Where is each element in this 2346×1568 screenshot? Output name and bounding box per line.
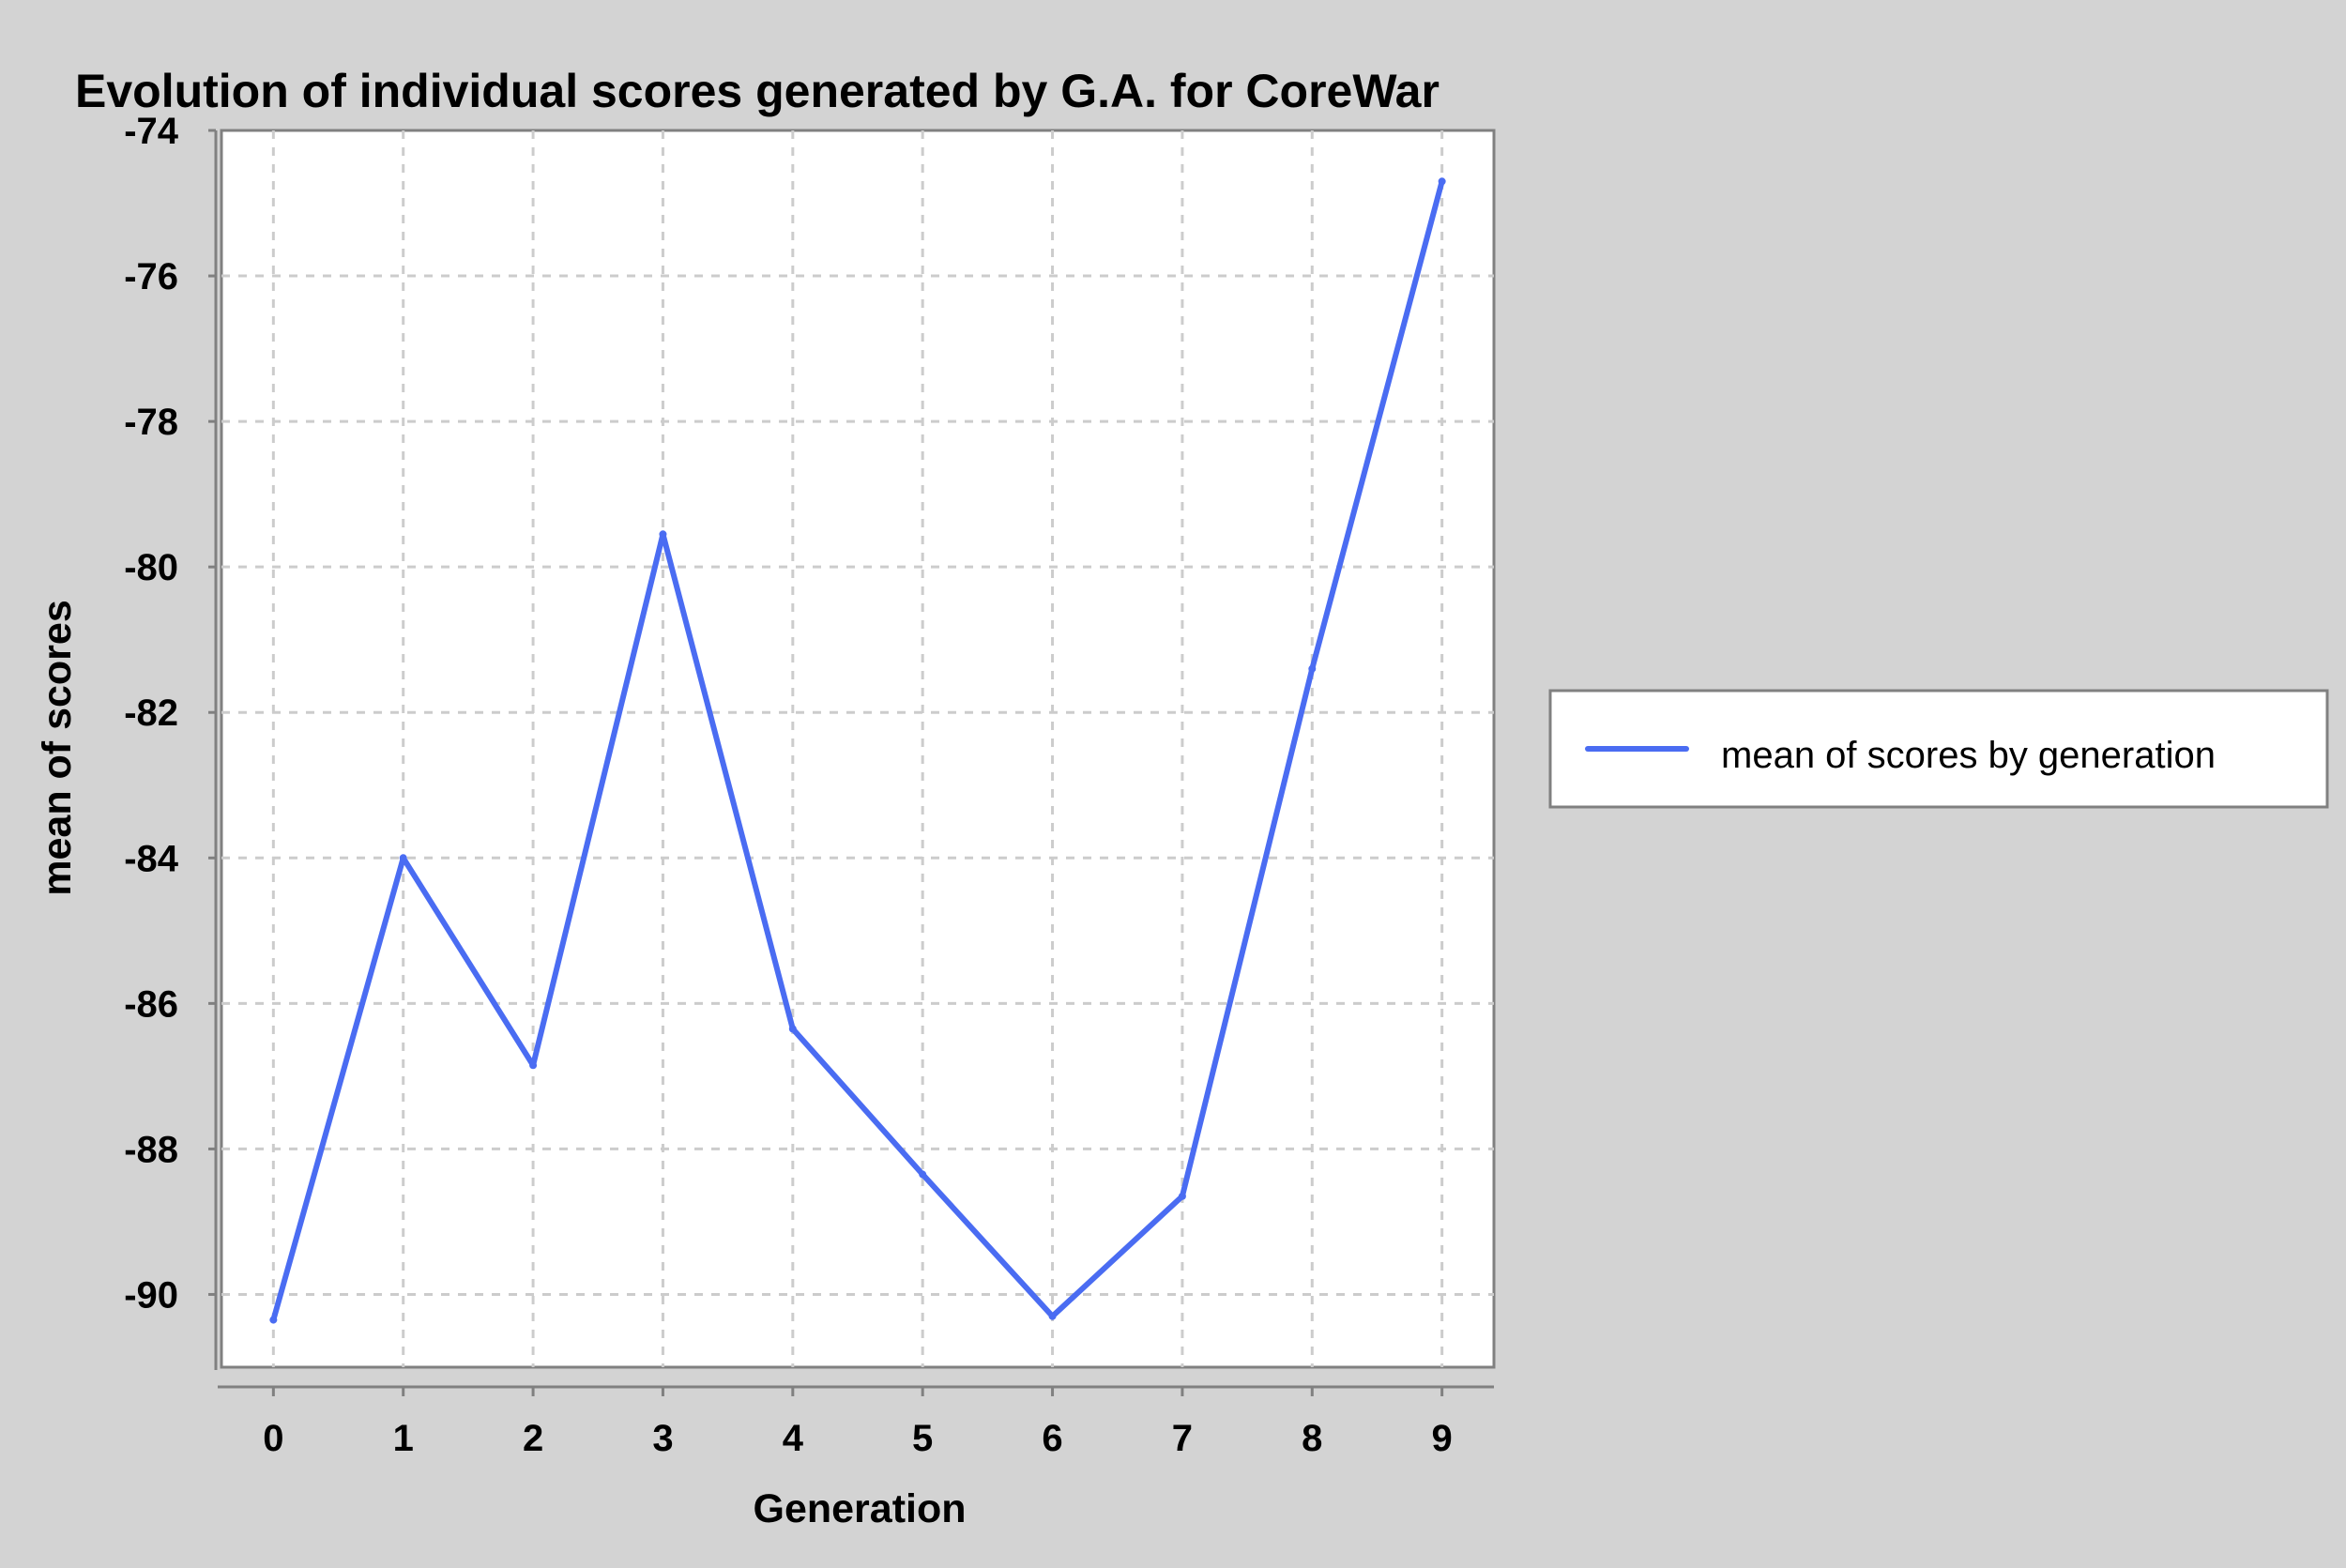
chart-title: Evolution of individual scores generated… bbox=[75, 65, 1440, 117]
legend-label: mean of scores by generation bbox=[1721, 735, 2216, 776]
data-point bbox=[659, 530, 667, 539]
x-axis-label: Generation bbox=[754, 1486, 967, 1531]
y-tick-label: -76 bbox=[124, 256, 178, 297]
data-point bbox=[529, 1061, 538, 1070]
data-point bbox=[1438, 177, 1446, 186]
y-tick-label: -86 bbox=[124, 983, 178, 1025]
data-point bbox=[788, 1025, 797, 1033]
y-tick-label: -78 bbox=[124, 402, 178, 443]
series-group bbox=[269, 177, 1446, 1324]
data-point bbox=[1178, 1192, 1186, 1200]
y-tick-labels: -90 -88 -86 -84 -82 -80 -78 -76 -74 bbox=[124, 111, 216, 1316]
data-point bbox=[399, 854, 407, 862]
data-point bbox=[1048, 1312, 1057, 1320]
y-tick-label: -84 bbox=[124, 838, 179, 879]
y-axis-label: mean of scores bbox=[35, 600, 80, 895]
x-tick-labels: 0 1 2 3 4 5 6 7 8 9 bbox=[263, 1387, 1453, 1459]
x-tick-label: 1 bbox=[393, 1418, 414, 1459]
x-tick-label: 3 bbox=[652, 1418, 673, 1459]
x-tick-label: 6 bbox=[1042, 1418, 1062, 1459]
y-tick-label: -82 bbox=[124, 693, 178, 734]
y-tick-label: -80 bbox=[124, 547, 178, 588]
data-point bbox=[269, 1316, 278, 1324]
x-tick-label: 9 bbox=[1432, 1418, 1453, 1459]
x-tick-label: 5 bbox=[912, 1418, 933, 1459]
grid-lines bbox=[221, 130, 1494, 1367]
x-tick-label: 8 bbox=[1302, 1418, 1322, 1459]
legend: mean of scores by generation bbox=[1548, 689, 2329, 809]
data-point bbox=[1308, 664, 1317, 673]
x-tick-label: 2 bbox=[523, 1418, 543, 1459]
y-tick-label: -88 bbox=[124, 1129, 178, 1170]
y-tick-label: -74 bbox=[124, 111, 179, 152]
series-line bbox=[270, 178, 1445, 1323]
y-tick-label: -90 bbox=[124, 1274, 178, 1316]
x-tick-label: 7 bbox=[1172, 1418, 1193, 1459]
x-tick-label: 4 bbox=[783, 1418, 804, 1459]
data-point bbox=[919, 1170, 927, 1179]
x-tick-label: 0 bbox=[263, 1418, 283, 1459]
axes bbox=[214, 130, 1494, 1389]
plot-area bbox=[220, 129, 1496, 1369]
